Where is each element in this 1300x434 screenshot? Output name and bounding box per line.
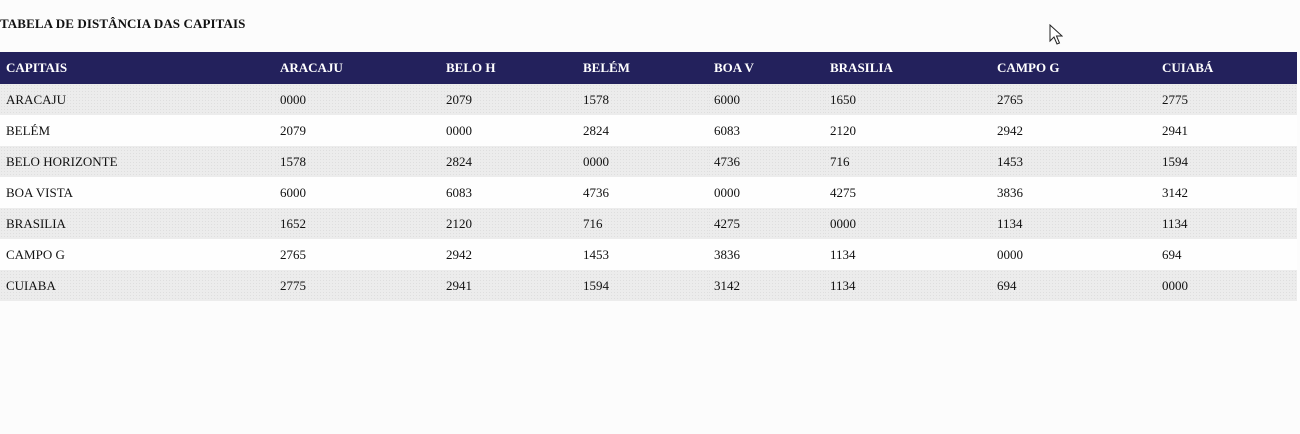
- table-cell: 3142: [708, 270, 824, 301]
- table-cell: 1594: [1156, 146, 1297, 177]
- table-cell: 1134: [1156, 208, 1297, 239]
- table-cell: 1134: [991, 208, 1156, 239]
- table-cell: 3142: [1156, 177, 1297, 208]
- table-cell: 1594: [577, 270, 708, 301]
- table-cell: 2775: [274, 270, 440, 301]
- table-header-row: CAPITAIS ARACAJU BELO H BELÉM BOA V BRAS…: [0, 52, 1297, 84]
- column-header-belem: BELÉM: [577, 52, 708, 84]
- table-cell: 2941: [440, 270, 577, 301]
- table-cell: 6083: [440, 177, 577, 208]
- row-label: ARACAJU: [0, 84, 274, 115]
- row-label: BRASILIA: [0, 208, 274, 239]
- table-cell: 1652: [274, 208, 440, 239]
- table-cell: 716: [577, 208, 708, 239]
- table-row: CUIABA 2775 2941 1594 3142 1134 694 0000: [0, 270, 1297, 301]
- table-cell: 2942: [440, 239, 577, 270]
- row-label: BOA VISTA: [0, 177, 274, 208]
- table-cell: 2120: [824, 115, 991, 146]
- table-cell: 2079: [274, 115, 440, 146]
- mouse-pointer-icon: [1049, 23, 1064, 46]
- table-cell: 0000: [440, 115, 577, 146]
- column-header-aracaju: ARACAJU: [274, 52, 440, 84]
- table-cell: 694: [1156, 239, 1297, 270]
- column-header-capitais: CAPITAIS: [0, 52, 274, 84]
- row-label: BELO HORIZONTE: [0, 146, 274, 177]
- table-cell: 0000: [824, 208, 991, 239]
- table-row: BRASILIA 1652 2120 716 4275 0000 1134 11…: [0, 208, 1297, 239]
- table-row: ARACAJU 0000 2079 1578 6000 1650 2765 27…: [0, 84, 1297, 115]
- table-cell: 0000: [991, 239, 1156, 270]
- table-cell: 0000: [1156, 270, 1297, 301]
- table-cell: 2941: [1156, 115, 1297, 146]
- table-cell: 694: [991, 270, 1156, 301]
- table-cell: 2765: [274, 239, 440, 270]
- table-cell: 6083: [708, 115, 824, 146]
- table-cell: 6000: [274, 177, 440, 208]
- column-header-brasilia: BRASILIA: [824, 52, 991, 84]
- table-cell: 0000: [577, 146, 708, 177]
- table-cell: 2079: [440, 84, 577, 115]
- table-cell: 2942: [991, 115, 1156, 146]
- table-row: BOA VISTA 6000 6083 4736 0000 4275 3836 …: [0, 177, 1297, 208]
- column-header-belo-h: BELO H: [440, 52, 577, 84]
- table-cell: 1578: [274, 146, 440, 177]
- column-header-cuiaba: CUIABÁ: [1156, 52, 1297, 84]
- table-cell: 2775: [1156, 84, 1297, 115]
- row-label: CUIABA: [0, 270, 274, 301]
- table-cell: 2765: [991, 84, 1156, 115]
- table-cell: 2120: [440, 208, 577, 239]
- row-label: CAMPO G: [0, 239, 274, 270]
- table-row: CAMPO G 2765 2942 1453 3836 1134 0000 69…: [0, 239, 1297, 270]
- table-cell: 4736: [577, 177, 708, 208]
- table-cell: 6000: [708, 84, 824, 115]
- distance-table: CAPITAIS ARACAJU BELO H BELÉM BOA V BRAS…: [0, 52, 1297, 301]
- table-row: BELO HORIZONTE 1578 2824 0000 4736 716 1…: [0, 146, 1297, 177]
- table-cell: 1578: [577, 84, 708, 115]
- table-cell: 1453: [991, 146, 1156, 177]
- table-cell: 3836: [708, 239, 824, 270]
- row-label: BELÉM: [0, 115, 274, 146]
- table-cell: 1134: [824, 270, 991, 301]
- table-cell: 2824: [440, 146, 577, 177]
- table-cell: 2824: [577, 115, 708, 146]
- table-cell: 1650: [824, 84, 991, 115]
- table-cell: 3836: [991, 177, 1156, 208]
- table-cell: 716: [824, 146, 991, 177]
- table-cell: 0000: [708, 177, 824, 208]
- table-cell: 1134: [824, 239, 991, 270]
- column-header-campo-g: CAMPO G: [991, 52, 1156, 84]
- table-cell: 0000: [274, 84, 440, 115]
- table-cell: 4736: [708, 146, 824, 177]
- table-row: BELÉM 2079 0000 2824 6083 2120 2942 2941: [0, 115, 1297, 146]
- table-cell: 4275: [708, 208, 824, 239]
- table-cell: 4275: [824, 177, 991, 208]
- column-header-boa-v: BOA V: [708, 52, 824, 84]
- page-title: TABELA DE DISTÂNCIA DAS CAPITAIS: [0, 16, 246, 31]
- table-cell: 1453: [577, 239, 708, 270]
